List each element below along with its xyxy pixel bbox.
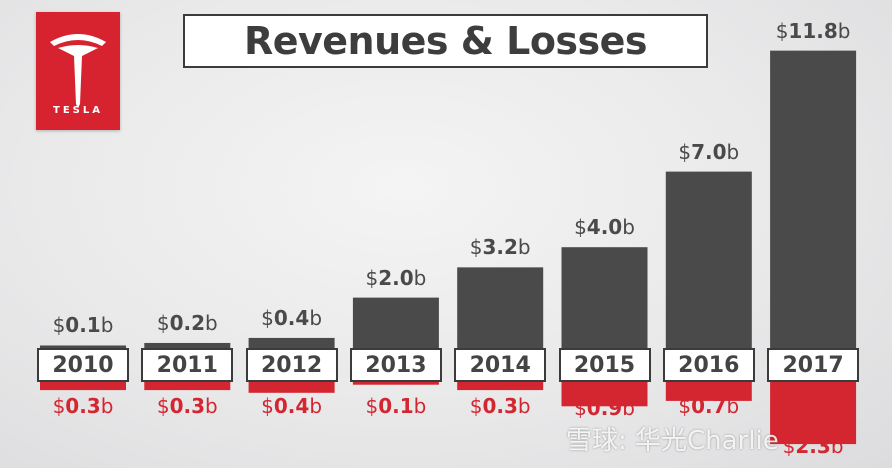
revenue-bar-2012 — [248, 337, 335, 348]
year-label-2015: 2015 — [558, 348, 651, 382]
loss-bar-2017 — [770, 382, 857, 445]
loss-value-label-2010: $0.3b — [52, 394, 114, 418]
revenue-bar-2017 — [770, 50, 857, 348]
loss-bar-2013 — [352, 382, 439, 385]
loss-value-label-2011: $0.3b — [156, 394, 218, 418]
revenue-value-label-2017: $11.8b — [775, 18, 851, 43]
loss-value-label-2015: $0.9b — [574, 396, 635, 421]
loss-value-label-2013: $0.1b — [365, 394, 427, 418]
revenue-value-label-2015: $4.0b — [574, 215, 635, 240]
tesla-logo: TESLA — [36, 12, 120, 130]
revenue-bar-2014 — [457, 267, 544, 348]
revenue-bar-2013 — [352, 297, 439, 348]
revenue-bar-2015 — [561, 247, 648, 348]
year-label-2017: 2017 — [767, 348, 860, 382]
revenue-bar-2010 — [40, 345, 126, 348]
year-label-2014: 2014 — [454, 348, 547, 382]
loss-bar-2016 — [665, 382, 752, 401]
revenue-value-label-2010: $0.1b — [52, 313, 114, 338]
loss-value-label-2012: $0.4b — [261, 394, 323, 418]
loss-bar-2012 — [248, 382, 335, 393]
revenue-value-label-2013: $2.0b — [365, 265, 427, 290]
year-label-2013: 2013 — [349, 348, 442, 382]
chart-title: Revenues & Losses — [243, 19, 648, 63]
revenue-value-label-2011: $0.2b — [156, 310, 218, 335]
revenue-value-label-2012: $0.4b — [261, 305, 323, 330]
watermark: 雪球: 华光Charlie — [566, 426, 779, 456]
loss-bar-2015 — [561, 382, 648, 407]
loss-bar-2011 — [144, 382, 231, 391]
revenue-value-label-2016: $7.0b — [678, 139, 740, 164]
chart-title-box: Revenues & Losses — [183, 14, 708, 68]
loss-bar-2014 — [457, 382, 544, 391]
revenue-bar-2011 — [144, 342, 231, 348]
loss-bar-2010 — [40, 382, 126, 391]
year-label-2011: 2011 — [141, 348, 234, 382]
logo-wordmark: TESLA — [53, 105, 103, 116]
loss-value-label-2016: $0.7b — [678, 394, 740, 418]
tesla-t-icon — [50, 34, 106, 108]
revenue-bar-2016 — [665, 171, 752, 348]
loss-value-label-2014: $0.3b — [469, 394, 531, 418]
year-label-2012: 2012 — [245, 348, 338, 382]
loss-value-label-2017: $2.3b — [782, 434, 844, 459]
year-label-2016: 2016 — [662, 348, 755, 382]
year-label-2010: 2010 — [37, 348, 129, 382]
revenue-value-label-2014: $3.2b — [469, 235, 531, 260]
